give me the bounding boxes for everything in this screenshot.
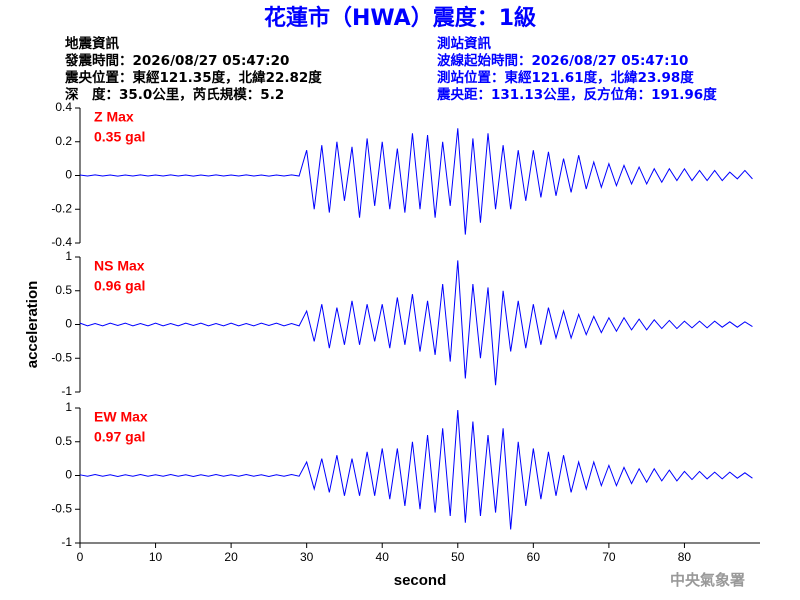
x-tick-label: 70 [602,550,616,564]
y-tick-label: -0.4 [51,235,72,249]
station-heading: 測站資訊 [437,35,491,52]
station-line: 測站位置：東經121.61度，北緯23.98度 [437,69,694,86]
y-tick-label: -1 [61,384,72,398]
y-tick-label: 0 [65,468,72,482]
x-tick-label: 10 [149,550,163,564]
y-tick-label: 0.4 [55,100,72,114]
max-annotation: 0.97 gal [94,429,145,445]
watermark: 中央氣象署 [670,571,745,589]
y-tick-label: 1 [65,400,72,414]
y-tick-label: 0.5 [55,283,72,297]
waveform [79,409,753,530]
x-tick-label: 60 [527,550,541,564]
waveform [79,128,753,235]
y-tick-label: 0 [65,317,72,331]
y-tick-label: 0.2 [55,134,72,148]
max-annotation: 0.35 gal [94,129,145,145]
y-tick-label: 0 [65,168,72,182]
x-tick-label: 80 [678,550,692,564]
y-tick-label: -0.5 [51,350,72,364]
max-annotation: 0.96 gal [94,278,145,294]
x-tick-label: 50 [451,550,465,564]
y-tick-label: -0.2 [51,201,72,215]
max-annotation: EW Max [94,409,148,425]
x-tick-label: 30 [300,550,314,564]
station-line: 震央距：131.13公里，反方位角：191.96度 [436,86,717,103]
info-heading: 地震資訊 [65,35,119,52]
max-annotation: NS Max [94,258,145,274]
y-axis-label: acceleration [24,281,41,369]
info-line: 深 度：35.0公里，芮氏規模：5.2 [65,86,284,103]
x-tick-label: 20 [224,550,238,564]
title: 花蓮市（HWA）震度：1級 [264,5,536,31]
x-tick-label: 40 [376,550,390,564]
waveform [79,260,753,386]
station-line: 波線起始時間：2026/08/27 05:47:10 [437,52,688,69]
y-tick-label: 0.5 [55,434,72,448]
x-tick-label: 0 [77,550,84,564]
y-tick-label: 1 [65,249,72,263]
y-tick-label: -0.5 [51,501,72,515]
max-annotation: Z Max [94,109,134,125]
info-line: 發震時間：2026/08/27 05:47:20 [64,52,289,69]
info-line: 震央位置：東經121.35度，北緯22.82度 [64,69,322,86]
y-tick-label: -1 [61,535,72,549]
x-axis-label: second [394,572,447,589]
